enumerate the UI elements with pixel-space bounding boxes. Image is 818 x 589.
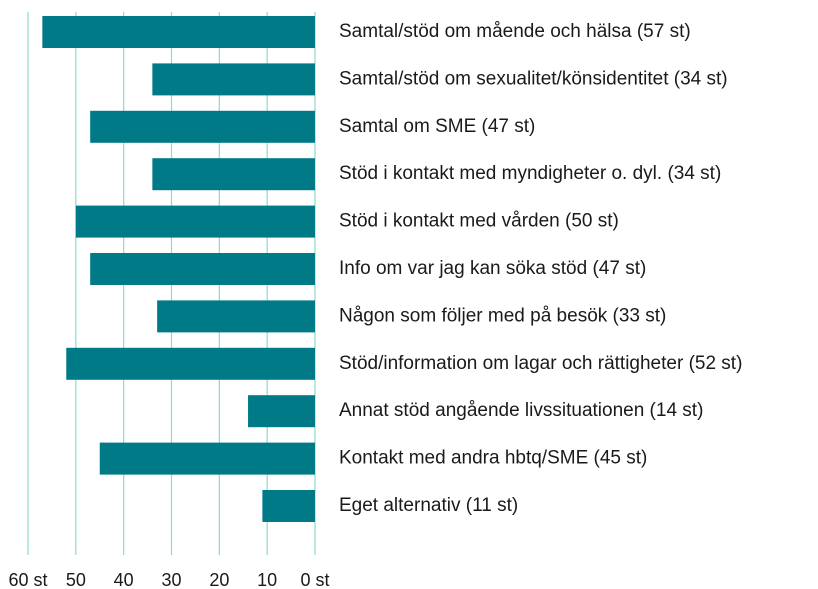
x-tick-label: 30 xyxy=(161,570,181,589)
category-label: Stöd i kontakt med vården (50 st) xyxy=(339,211,619,232)
category-label: Någon som följer med på besök (33 st) xyxy=(339,305,666,326)
category-label: Samtal om SME (47 st) xyxy=(339,116,535,137)
x-tick-label: 60 st xyxy=(8,570,47,589)
category-label: Stöd/information om lagar och rättighete… xyxy=(339,353,742,374)
category-label: Eget alternativ (11 st) xyxy=(339,495,518,516)
category-label: Kontakt med andra hbtq/SME (45 st) xyxy=(339,448,647,469)
bar xyxy=(90,110,315,143)
bar xyxy=(90,253,315,285)
category-label: Samtal/stöd om mående och hälsa (57 st) xyxy=(339,21,691,42)
x-tick-label: 50 xyxy=(66,570,86,589)
bar xyxy=(157,300,315,333)
x-tick-label: 0 st xyxy=(300,570,329,589)
bar xyxy=(66,347,316,380)
bar xyxy=(248,395,315,428)
bar xyxy=(99,442,315,475)
x-tick-label: 40 xyxy=(114,570,134,589)
category-label: Samtal/stöd om sexualitet/könsidentitet … xyxy=(339,68,728,89)
category-label: Annat stöd angående livssituationen (14 … xyxy=(339,400,703,421)
category-label: Stöd i kontakt med myndigheter o. dyl. (… xyxy=(339,163,721,184)
bar xyxy=(42,16,315,48)
x-tick-label: 10 xyxy=(257,570,277,589)
category-label: Info om var jag kan söka stöd (47 st) xyxy=(339,258,646,279)
x-tick-label: 20 xyxy=(209,570,229,589)
bar xyxy=(152,158,315,191)
bar xyxy=(152,63,315,96)
bar xyxy=(75,205,315,238)
bar xyxy=(262,490,315,522)
